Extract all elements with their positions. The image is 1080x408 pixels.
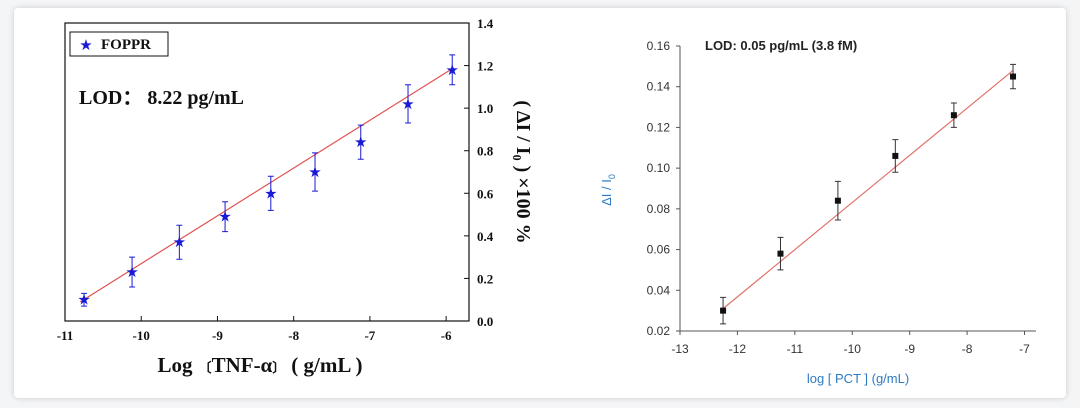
left-y-tick-label: 0.8 bbox=[477, 144, 494, 159]
left-x-tick-label: -11 bbox=[57, 328, 74, 343]
right-data-point bbox=[892, 139, 899, 173]
right-square-marker bbox=[777, 250, 784, 257]
right-data-point bbox=[950, 102, 957, 128]
left-star-marker: ★ bbox=[354, 134, 367, 151]
left-star-marker: ★ bbox=[125, 264, 138, 281]
left-star-marker: ★ bbox=[446, 62, 459, 79]
left-star-marker: ★ bbox=[173, 234, 186, 251]
left-legend-label: FOPPR bbox=[101, 37, 151, 53]
left-error-bar bbox=[449, 54, 456, 86]
left-data-point: ★ bbox=[401, 84, 415, 124]
left-x-tick-label: -10 bbox=[133, 328, 150, 343]
left-star-marker: ★ bbox=[401, 96, 414, 113]
right-x-tick-label: -10 bbox=[844, 342, 862, 356]
left-error-bar bbox=[222, 201, 229, 233]
left-data-point: ★ bbox=[173, 224, 186, 260]
left-data-point: ★ bbox=[218, 201, 232, 233]
right-x-tick-label: -7 bbox=[1019, 342, 1030, 356]
right-y-tick-label: 0.08 bbox=[647, 202, 671, 216]
left-x-tick-label: -8 bbox=[288, 328, 299, 343]
left-legend-box bbox=[69, 31, 169, 57]
right-x-tick-label: -8 bbox=[962, 342, 973, 356]
right-square-marker bbox=[834, 197, 841, 204]
right-y-tick-label: 0.16 bbox=[647, 39, 671, 53]
left-x-tick-label: -7 bbox=[364, 328, 375, 343]
left-error-bar bbox=[405, 84, 412, 124]
right-data-point bbox=[720, 296, 727, 325]
right-x-tick-label: -12 bbox=[729, 342, 747, 356]
left-star-marker: ★ bbox=[218, 209, 231, 226]
right-lod-annotation: LOD: 0.05 pg/mL (3.8 fM) bbox=[705, 38, 857, 53]
left-x-tick-label: -6 bbox=[441, 328, 452, 343]
left-y-tick-label: 0.6 bbox=[477, 186, 494, 201]
left-data-point: ★ bbox=[77, 292, 90, 309]
right-data-point bbox=[1010, 63, 1017, 90]
left-data-point: ★ bbox=[264, 175, 278, 211]
right-square-marker bbox=[1010, 73, 1017, 80]
right-data-point bbox=[834, 180, 841, 221]
left-error-bar bbox=[129, 256, 136, 288]
right-x-tick-label: -11 bbox=[787, 342, 804, 356]
right-y-tick-label: 0.04 bbox=[647, 283, 671, 297]
right-y-tick-label: 0.10 bbox=[647, 161, 671, 175]
left-x-tick-label: -9 bbox=[212, 328, 223, 343]
left-lod-annotation: LOD： 8.22 pg/mL bbox=[79, 87, 244, 109]
left-star-marker: ★ bbox=[308, 164, 321, 181]
left-y-tick-label: 1.0 bbox=[477, 101, 493, 116]
legend-star-icon: ★ bbox=[79, 37, 92, 54]
left-x-axis-label: Log 〔TNF-α〕( g/mL ) bbox=[158, 353, 363, 377]
tnf-chart: ★ FOPPR LOD： 8.22 pg/mL -11 -10 -9 -8 -7 -6 0… bbox=[57, 16, 534, 377]
right-x-axis-label: log [ PCT ] (g/mL) bbox=[807, 371, 909, 386]
right-x-tick-label: -13 bbox=[671, 342, 689, 356]
left-error-bar bbox=[357, 124, 364, 160]
right-square-marker bbox=[892, 152, 899, 159]
right-square-marker bbox=[720, 307, 727, 314]
left-data-point: ★ bbox=[125, 256, 139, 288]
right-data-point bbox=[777, 236, 784, 271]
left-fit-line bbox=[79, 67, 455, 303]
left-data-point: ★ bbox=[354, 124, 367, 160]
left-y-tick-label: 1.4 bbox=[477, 16, 494, 31]
left-data-point: ★ bbox=[308, 152, 322, 192]
left-data-point: ★ bbox=[446, 54, 459, 86]
left-y-axis-label: ( ΔI / I₀ ) ×100 % bbox=[512, 100, 534, 243]
right-y-tick-label: 0.06 bbox=[647, 243, 671, 257]
left-y-tick-label: 0.2 bbox=[477, 271, 493, 286]
right-square-marker bbox=[950, 112, 957, 119]
left-y-tick-label: 0.0 bbox=[477, 314, 493, 329]
left-error-bar bbox=[267, 175, 274, 211]
right-y-axis-label: ΔI / I0 bbox=[599, 174, 617, 206]
pct-chart: LOD: 0.05 pg/mL (3.8 fM) -13 -12 -11 -10 -9 -… bbox=[599, 38, 1036, 386]
left-plot-frame bbox=[64, 22, 470, 322]
left-error-bar bbox=[81, 292, 88, 307]
left-error-bar bbox=[312, 152, 319, 192]
left-y-tick-label: 0.4 bbox=[477, 229, 494, 244]
left-error-bar bbox=[176, 224, 183, 260]
right-y-tick-label: 0.12 bbox=[647, 120, 671, 134]
right-x-tick-label: -9 bbox=[904, 342, 915, 356]
right-y-tick-label: 0.02 bbox=[647, 324, 671, 338]
left-star-marker: ★ bbox=[77, 292, 90, 309]
left-star-marker: ★ bbox=[264, 185, 277, 202]
left-y-tick-label: 1.2 bbox=[477, 59, 493, 74]
right-fit-line bbox=[722, 69, 1014, 310]
right-y-tick-label: 0.14 bbox=[647, 80, 671, 94]
figure-card bbox=[14, 8, 1066, 398]
